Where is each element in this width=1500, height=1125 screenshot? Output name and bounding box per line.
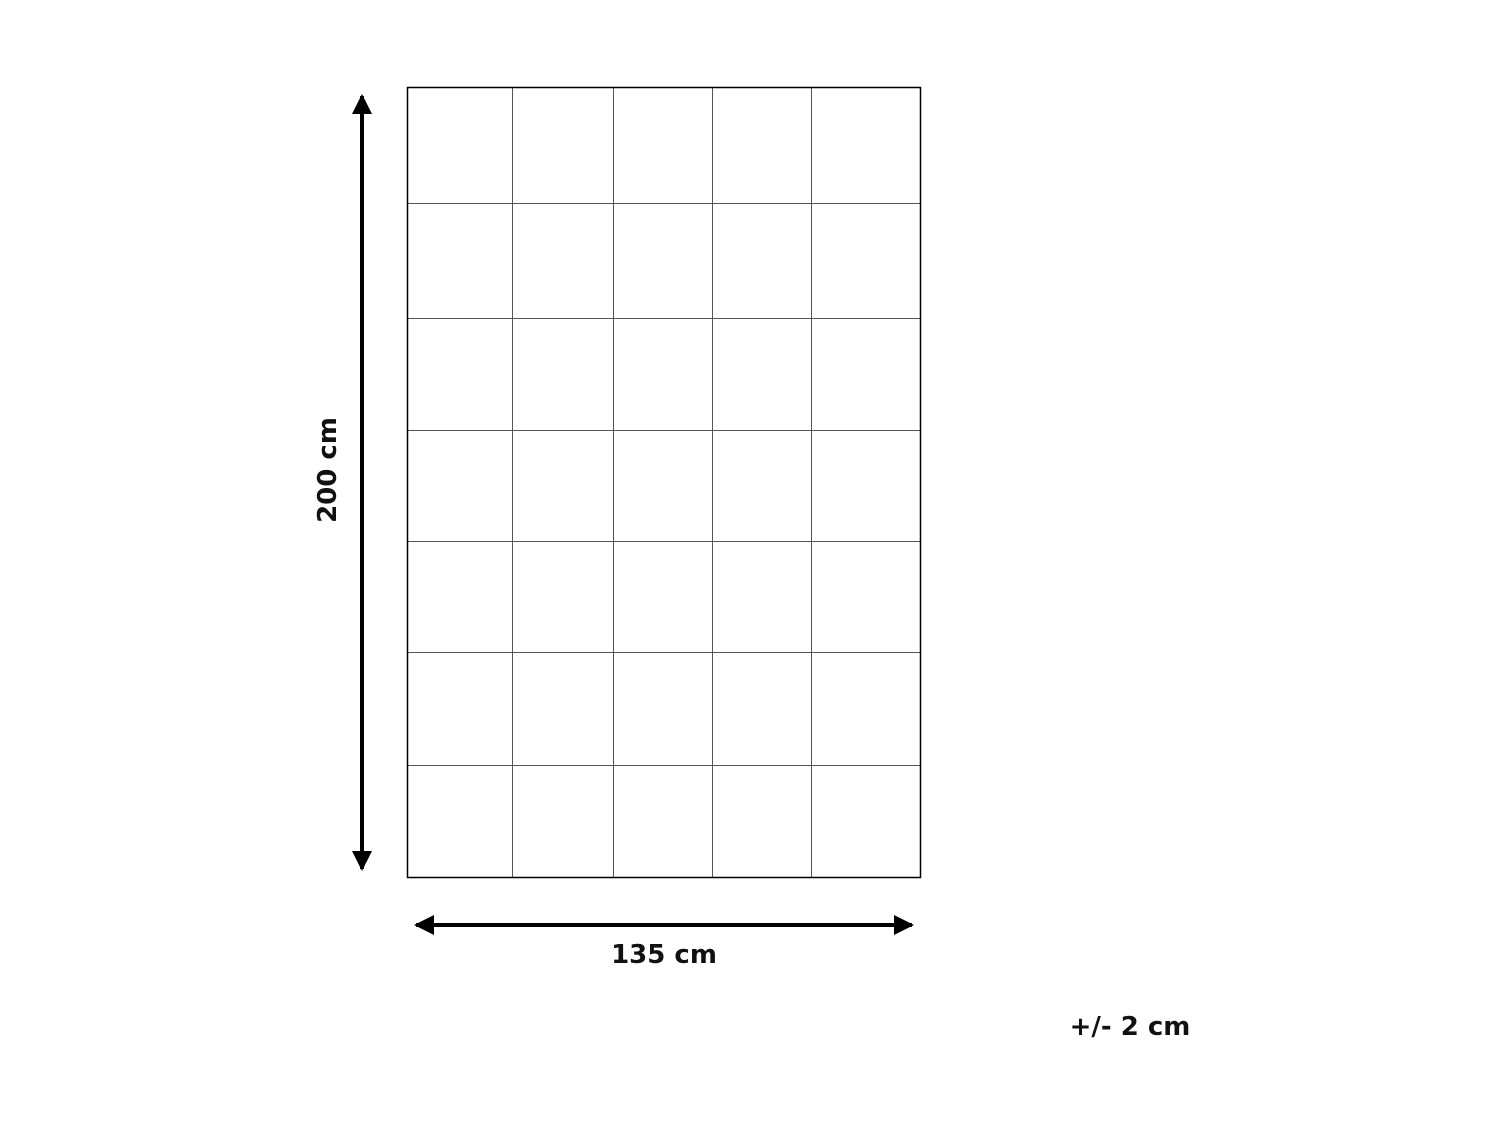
quilt-outline (406, 86, 922, 879)
tolerance-label: +/- 2 cm (1069, 1012, 1191, 1042)
width-label: 135 cm (611, 940, 717, 970)
height-label: 200 cm (313, 417, 343, 523)
quilt-grid (408, 88, 920, 877)
